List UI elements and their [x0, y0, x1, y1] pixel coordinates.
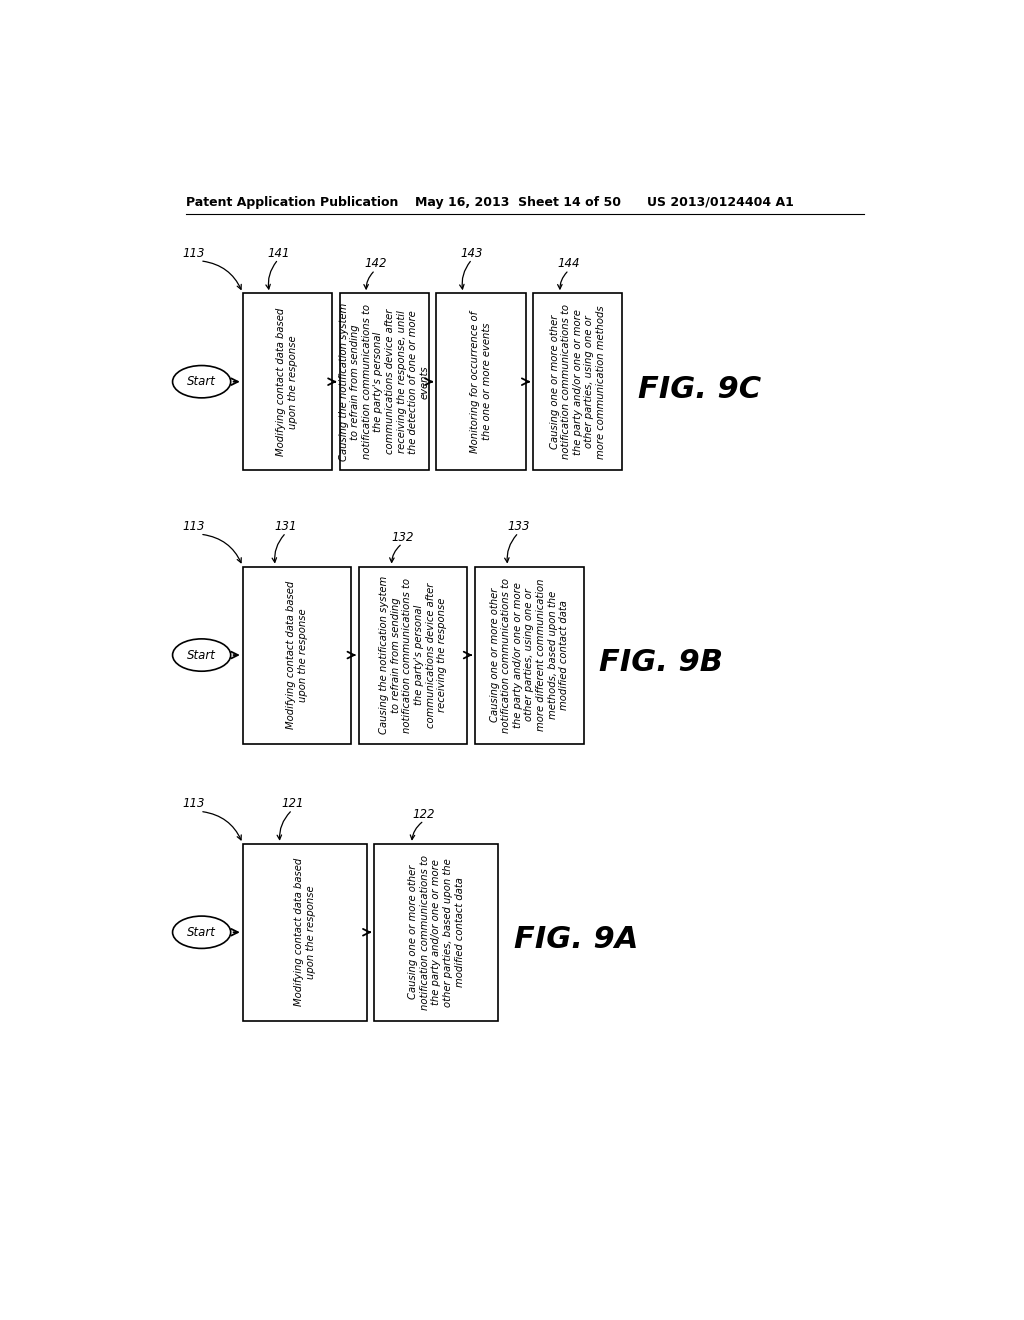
- Text: Causing the notification system
to refrain from sending
notification communicati: Causing the notification system to refra…: [379, 576, 447, 734]
- Text: Modifying contact data based
upon the response: Modifying contact data based upon the re…: [294, 858, 315, 1006]
- Text: FIG. 9C: FIG. 9C: [638, 375, 761, 404]
- Text: Monitoring for occurrence of
the one or more events: Monitoring for occurrence of the one or …: [470, 310, 492, 453]
- Text: Modifying contact data based
upon the response: Modifying contact data based upon the re…: [276, 308, 298, 455]
- Text: 143: 143: [461, 247, 483, 260]
- Text: 142: 142: [364, 257, 386, 271]
- Text: 131: 131: [274, 520, 297, 533]
- Bar: [243, 566, 351, 743]
- Bar: [375, 843, 499, 1020]
- Text: 113: 113: [182, 247, 205, 260]
- Text: FIG. 9B: FIG. 9B: [599, 648, 723, 677]
- Text: Start: Start: [187, 375, 216, 388]
- Text: FIG. 9A: FIG. 9A: [514, 925, 638, 954]
- Text: 141: 141: [267, 247, 290, 260]
- Ellipse shape: [173, 916, 230, 948]
- Text: 113: 113: [182, 797, 205, 810]
- Text: 122: 122: [413, 808, 435, 821]
- Bar: [243, 843, 367, 1020]
- Ellipse shape: [173, 366, 230, 397]
- Text: US 2013/0124404 A1: US 2013/0124404 A1: [647, 195, 795, 209]
- Text: 113: 113: [182, 520, 205, 533]
- Text: Start: Start: [187, 925, 216, 939]
- Text: Start: Start: [187, 648, 216, 661]
- Bar: [436, 293, 525, 470]
- Bar: [534, 293, 623, 470]
- Text: Causing one or more other
notification communications to
the party and/or one or: Causing one or more other notification c…: [409, 855, 465, 1010]
- Bar: [359, 566, 467, 743]
- Bar: [243, 293, 332, 470]
- Text: Causing one or more other
notification communications to
the party and/or one or: Causing one or more other notification c…: [550, 304, 606, 459]
- Bar: [475, 566, 584, 743]
- Text: May 16, 2013  Sheet 14 of 50: May 16, 2013 Sheet 14 of 50: [415, 195, 621, 209]
- Bar: [340, 293, 429, 470]
- Text: 121: 121: [281, 797, 303, 810]
- Text: Modifying contact data based
upon the response: Modifying contact data based upon the re…: [286, 581, 308, 729]
- Text: Causing one or more other
notification communications to
the party and/or one or: Causing one or more other notification c…: [489, 578, 569, 733]
- Text: 132: 132: [391, 531, 414, 544]
- Text: Patent Application Publication: Patent Application Publication: [186, 195, 398, 209]
- Text: 144: 144: [558, 257, 581, 271]
- Text: Causing the notification system
to refrain from sending
notification communicati: Causing the notification system to refra…: [339, 302, 430, 461]
- Text: 133: 133: [507, 520, 529, 533]
- Ellipse shape: [173, 639, 230, 671]
